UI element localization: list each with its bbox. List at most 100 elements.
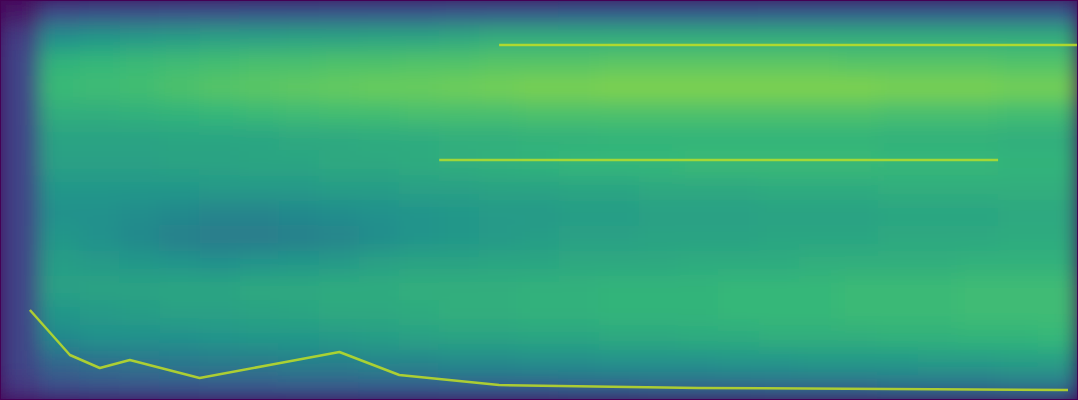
heatmap-cell: [159, 25, 200, 51]
heatmap-cell: [598, 150, 639, 176]
heatmap-cell: [798, 300, 839, 326]
heatmap-cell: [598, 175, 639, 201]
heatmap-cell: [1038, 275, 1078, 301]
heatmap-cell: [119, 25, 160, 51]
heatmap-cell: [1038, 150, 1078, 176]
heatmap-cell: [958, 75, 999, 101]
heatmap-cell: [479, 250, 520, 276]
heatmap-cell: [1038, 350, 1078, 376]
heatmap-cell: [319, 325, 360, 351]
heatmap-cell: [0, 250, 40, 276]
heatmap-cell: [758, 300, 799, 326]
heatmap-cell: [319, 375, 360, 400]
heatmap-cell: [479, 300, 520, 326]
heatmap-cell: [519, 200, 560, 226]
heatmap-cell: [199, 300, 240, 326]
heatmap-cell: [479, 125, 520, 151]
heatmap-cell: [519, 275, 560, 301]
heatmap-cell: [678, 300, 719, 326]
heatmap-cell: [399, 50, 440, 76]
heatmap-cell: [0, 375, 40, 400]
heatmap-cell: [598, 275, 639, 301]
heatmap-cell: [678, 250, 719, 276]
heatmap-cell: [838, 150, 879, 176]
heatmap-cell: [359, 75, 400, 101]
heatmap-cell: [558, 75, 599, 101]
heatmap-cell: [279, 50, 320, 76]
heatmap-cell: [798, 375, 839, 400]
heatmap-cell: [878, 275, 919, 301]
heatmap-cell: [519, 100, 560, 126]
heatmap-cell: [918, 150, 959, 176]
heatmap-cell: [279, 125, 320, 151]
heatmap-cell: [718, 100, 759, 126]
heatmap-cell: [838, 0, 879, 26]
heatmap-cell: [798, 50, 839, 76]
heatmap-cell: [958, 25, 999, 51]
heatmap-cell: [598, 350, 639, 376]
heatmap-cell: [439, 250, 480, 276]
heatmap-cell: [199, 25, 240, 51]
heatmap-cell: [718, 200, 759, 226]
heatmap-cell: [678, 200, 719, 226]
heatmap-cell: [678, 175, 719, 201]
heatmap-cell: [319, 225, 360, 251]
heatmap-cell: [1038, 125, 1078, 151]
heatmap-cell: [958, 375, 999, 400]
heatmap-cell: [359, 150, 400, 176]
heatmap-cell: [119, 50, 160, 76]
heatmap-cell: [279, 0, 320, 26]
heatmap-cell: [239, 50, 280, 76]
heatmap-cell: [838, 25, 879, 51]
heatmap-cell: [439, 50, 480, 76]
heatmap-cell: [678, 100, 719, 126]
heatmap-cell: [519, 50, 560, 76]
heatmap-cell: [319, 250, 360, 276]
heatmap-cell: [239, 175, 280, 201]
heatmap-cell: [798, 75, 839, 101]
heatmap-cell: [558, 200, 599, 226]
heatmap-cell: [399, 100, 440, 126]
heatmap-cell: [239, 375, 280, 400]
heatmap-cell: [199, 325, 240, 351]
heatmap-cell: [998, 350, 1039, 376]
heatmap-cell: [399, 200, 440, 226]
heatmap-cell: [79, 25, 120, 51]
heatmap-cell: [119, 100, 160, 126]
heatmap-cell: [678, 75, 719, 101]
heatmap-cell: [918, 375, 959, 400]
heatmap-cell: [279, 100, 320, 126]
heatmap-cell: [279, 75, 320, 101]
heatmap-cell: [479, 350, 520, 376]
heatmap-cell: [239, 0, 280, 26]
heatmap-cell: [0, 175, 40, 201]
heatmap-cell: [519, 175, 560, 201]
heatmap-cell: [159, 375, 200, 400]
heatmap-cell: [359, 125, 400, 151]
heatmap-cell: [39, 125, 80, 151]
heatmap-cell: [439, 225, 480, 251]
heatmap-cell: [838, 200, 879, 226]
heatmap-cell: [239, 325, 280, 351]
heatmap-cell: [79, 175, 120, 201]
heatmap-cell: [838, 375, 879, 400]
heatmap-cell: [39, 225, 80, 251]
heatmap-cell: [838, 225, 879, 251]
heatmap-cell: [39, 275, 80, 301]
heatmap-cell: [199, 375, 240, 400]
heatmap-cell: [878, 0, 919, 26]
heatmap-cell: [479, 375, 520, 400]
heatmap-cell: [0, 350, 40, 376]
heatmap-cell: [0, 275, 40, 301]
heatmap-cell: [119, 325, 160, 351]
heatmap-cell: [519, 225, 560, 251]
heatmap-cell: [718, 250, 759, 276]
heatmap-cell: [878, 300, 919, 326]
heatmap-cell: [119, 375, 160, 400]
heatmap-cell: [399, 25, 440, 51]
heatmap-cell: [319, 150, 360, 176]
heatmap-cell: [279, 175, 320, 201]
heatmap-cell: [239, 125, 280, 151]
heatmap-cell: [359, 100, 400, 126]
heatmap-cell: [798, 350, 839, 376]
